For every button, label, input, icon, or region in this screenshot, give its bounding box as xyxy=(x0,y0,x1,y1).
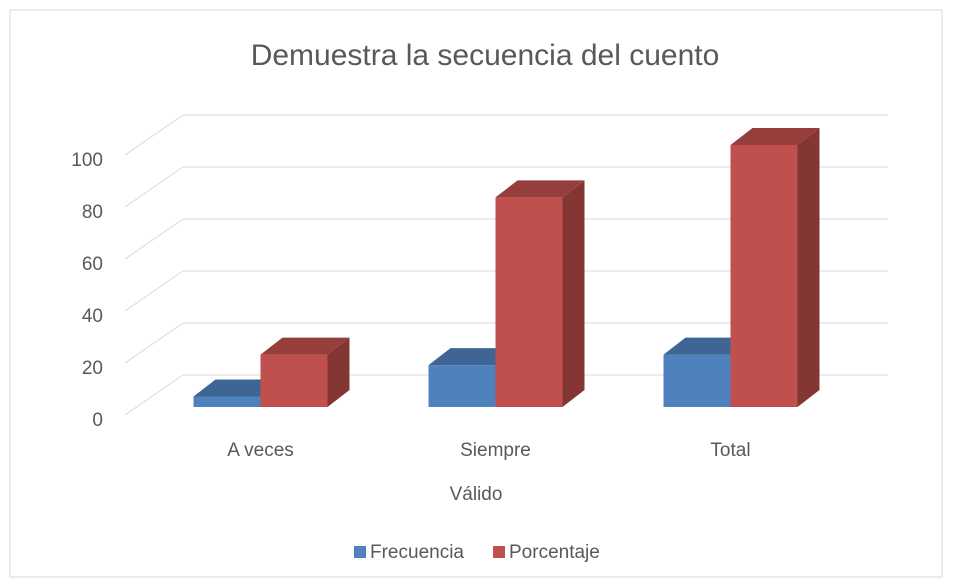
bar xyxy=(260,337,350,407)
bar-face xyxy=(797,128,820,407)
x-axis-label: Válido xyxy=(450,484,503,505)
bar-face xyxy=(428,348,518,366)
grid-line xyxy=(124,270,184,312)
bar xyxy=(730,128,820,407)
bar-face xyxy=(495,197,563,407)
bar-face xyxy=(193,379,283,397)
x-tick-label: A veces xyxy=(227,440,294,461)
bar-face xyxy=(260,354,328,407)
bar-face xyxy=(663,354,731,407)
y-tick-label: 80 xyxy=(82,202,103,223)
bar xyxy=(495,180,585,407)
grid-line xyxy=(124,114,184,156)
bar-face xyxy=(495,180,585,198)
bar-face xyxy=(260,337,350,355)
legend-label: Frecuencia xyxy=(370,542,464,563)
y-tick-label: 100 xyxy=(71,150,103,171)
grid-line xyxy=(124,166,184,208)
y-tick-label: 60 xyxy=(82,254,103,275)
bar-face xyxy=(193,396,261,407)
bar-face xyxy=(730,128,820,145)
bar-face xyxy=(730,145,798,407)
chart-title: Demuestra la secuencia del cuento xyxy=(251,39,720,72)
legend-label: Porcentaje xyxy=(509,542,600,563)
x-tick-label: Total xyxy=(710,440,750,461)
grid-line xyxy=(124,322,184,364)
legend-swatch xyxy=(354,546,366,558)
bar-face xyxy=(562,180,585,407)
legend-swatch xyxy=(493,546,505,558)
x-tick-label: Siempre xyxy=(460,440,531,461)
bar-face xyxy=(428,365,496,407)
y-tick-label: 0 xyxy=(92,410,103,431)
bar-face xyxy=(663,337,753,355)
y-tick-label: 20 xyxy=(82,358,103,379)
bar-face xyxy=(327,337,350,407)
grid-line xyxy=(124,374,184,416)
grid-line xyxy=(124,218,184,260)
y-tick-label: 40 xyxy=(82,306,103,327)
